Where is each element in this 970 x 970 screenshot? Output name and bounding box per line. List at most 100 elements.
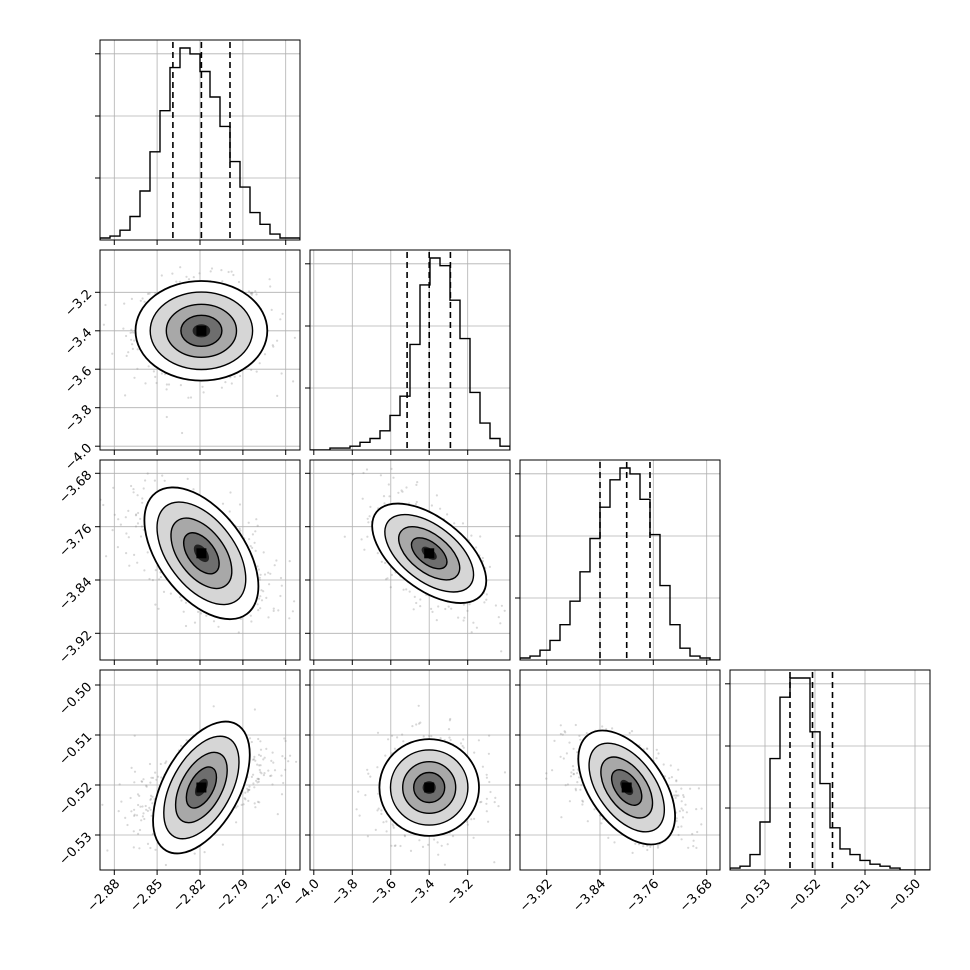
sample-point [578,776,581,779]
sample-point [262,590,265,593]
density-peak [196,325,207,336]
sample-point [263,353,267,356]
sample-point [141,780,144,783]
sample-point [128,564,131,567]
sample-point [255,293,258,296]
y-tick-label: −3.76 [57,521,96,560]
sample-point [153,479,156,482]
sample-point [149,798,152,802]
sample-point [134,525,138,528]
sample-point [642,845,645,848]
sample-point [431,610,434,614]
sample-point [572,773,575,776]
sample-point [116,546,119,549]
sample-point [473,751,476,754]
sample-point [365,468,369,471]
sample-point [488,565,491,569]
sample-point [700,807,703,810]
hist-panel-3 [725,669,931,875]
sample-point [649,845,652,849]
sample-point [181,431,184,435]
sample-point [276,394,279,397]
sample-point [361,497,364,500]
sample-point [186,477,189,480]
sample-point [574,789,578,792]
sample-point [135,513,138,516]
sample-point [124,394,127,397]
sample-point [101,803,104,806]
sample-point [244,798,247,801]
x-tick-label: −0.53 [735,876,774,915]
sample-point [140,819,143,822]
x-tick-label: −4.0 [290,876,323,909]
sample-point [257,568,260,571]
sample-point [154,603,157,606]
sample-point [148,292,151,295]
sample-point [130,328,133,331]
sample-point [367,772,370,775]
sample-point [566,783,570,786]
sample-point [145,784,148,787]
sample-point [382,495,386,498]
sample-point [435,619,438,622]
sample-point [256,565,259,568]
sample-point [247,799,250,803]
sample-point [133,376,136,379]
sample-point [243,797,246,800]
sample-point [144,804,147,808]
sample-point [106,849,109,852]
sample-point [276,339,279,342]
sample-point [670,776,674,779]
sample-point [358,814,361,817]
sample-point [403,834,406,837]
sample-point [272,345,275,348]
sample-point [182,610,185,613]
sample-point [466,609,469,613]
sample-point [154,848,157,851]
sample-point [366,768,369,771]
sample-point [165,383,168,386]
sample-point [568,741,571,744]
sample-point [663,775,667,778]
sample-point [162,590,166,594]
sample-point [553,739,556,743]
sample-point [446,843,449,846]
sample-point [135,814,139,817]
sample-point [579,738,582,741]
sample-point [287,760,290,763]
sample-point [668,777,671,780]
sample-point [151,802,154,805]
sample-point [685,811,689,814]
sample-point [221,502,225,505]
sample-point [124,816,127,820]
sample-point [141,297,144,300]
sample-point [449,738,452,742]
sample-point [270,774,273,777]
sample-point [571,765,575,768]
sample-point [220,269,223,272]
sample-point [355,808,358,811]
sample-point [295,760,298,763]
sample-point [655,757,658,760]
sample-point [157,607,160,610]
sample-point [470,534,473,537]
sample-point [282,781,285,785]
sample-point [125,354,128,357]
pair-panel-1-0 [95,249,301,455]
sample-point [249,292,253,295]
sample-point [138,847,141,850]
sample-point [258,768,261,772]
sample-point [477,739,480,742]
sample-point [267,616,270,619]
sample-point [376,809,379,812]
sample-point [503,609,506,612]
sample-point [677,794,680,797]
sample-point [576,781,579,784]
sample-point [485,598,488,601]
density-peak [196,548,207,559]
x-tick-label: −2.79 [213,876,252,915]
sample-point [260,589,263,592]
y-tick-label: −0.50 [57,680,96,719]
sample-point [680,787,683,790]
sample-point [662,763,665,766]
